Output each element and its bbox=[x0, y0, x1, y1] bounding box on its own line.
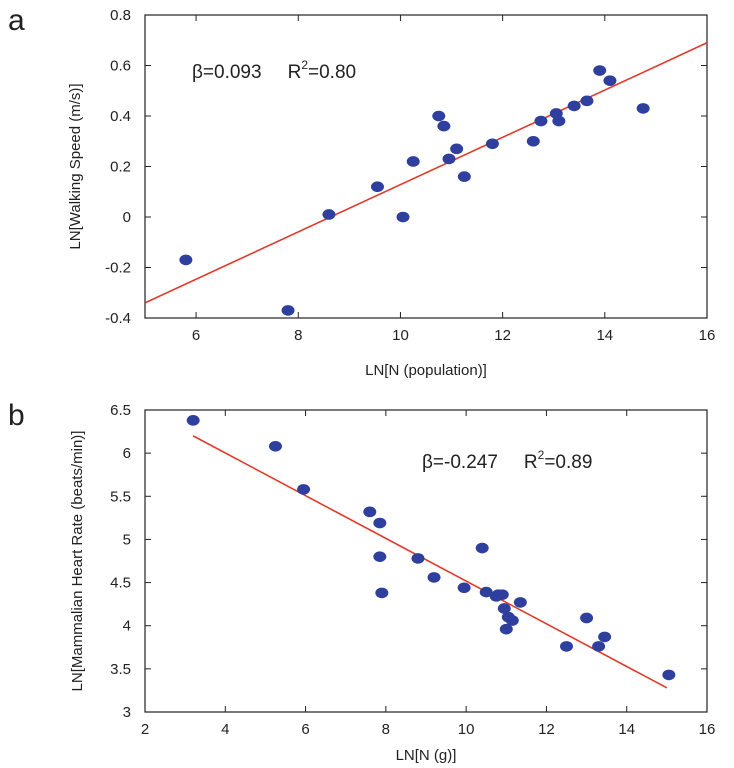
x-tick-label: 16 bbox=[699, 327, 716, 344]
data-point bbox=[495, 589, 509, 600]
y-tick-label: -0.4 bbox=[105, 310, 131, 327]
y-tick-label: 5.5 bbox=[110, 488, 131, 505]
fit-line bbox=[145, 42, 707, 304]
data-point bbox=[598, 631, 612, 643]
r2-value: =0.80 bbox=[308, 62, 356, 83]
data-point bbox=[186, 415, 200, 426]
data-point bbox=[603, 75, 617, 86]
data-point bbox=[297, 484, 311, 495]
r2-label: R bbox=[288, 62, 302, 83]
y-tick-label: 4 bbox=[123, 618, 131, 635]
data-point bbox=[567, 100, 581, 112]
y-tick-label: 0.4 bbox=[110, 108, 131, 125]
x-tick-label: 12 bbox=[538, 721, 555, 738]
data-point bbox=[268, 440, 282, 452]
data-point bbox=[322, 209, 336, 220]
x-tick-label: 4 bbox=[221, 721, 229, 738]
data-point bbox=[552, 115, 566, 127]
y-tick-label: 0.2 bbox=[110, 159, 131, 176]
plot-frame bbox=[144, 14, 708, 319]
data-point bbox=[497, 603, 511, 614]
fit-line bbox=[192, 435, 668, 689]
data-point bbox=[475, 542, 489, 554]
data-point bbox=[281, 305, 295, 316]
fit-annotation: β=0.093 R2=0.80 bbox=[192, 58, 356, 83]
y-tick-label: 6 bbox=[123, 445, 131, 462]
data-point bbox=[505, 615, 519, 626]
r2-superscript: 2 bbox=[301, 58, 308, 72]
data-point bbox=[479, 586, 493, 598]
y-tick-label: 6.5 bbox=[110, 402, 131, 419]
beta-value: β=0.093 bbox=[192, 62, 262, 83]
data-point bbox=[373, 551, 387, 562]
data-point bbox=[485, 138, 499, 150]
data-point bbox=[457, 582, 471, 594]
y-axis-label: LN[Walking Speed (m/s)] bbox=[67, 83, 84, 249]
data-point bbox=[406, 156, 420, 167]
data-point bbox=[396, 211, 410, 223]
y-tick-label: 0.6 bbox=[110, 58, 131, 75]
x-axis-label: LN[N (population)] bbox=[365, 362, 487, 379]
y-tick-label: 5 bbox=[123, 531, 131, 548]
data-point bbox=[432, 110, 446, 122]
data-point bbox=[442, 153, 456, 165]
y-axis-label: LN[Mammalian Heart Rate (beats/min)] bbox=[69, 431, 86, 692]
beta-value: β=-0.247 bbox=[422, 452, 498, 473]
data-point bbox=[450, 143, 464, 155]
y-tick-label: 0 bbox=[123, 209, 131, 226]
r2-label: R bbox=[524, 452, 538, 473]
y-tick-label: -0.2 bbox=[105, 260, 131, 277]
fit-annotation: β=-0.247 R2=0.89 bbox=[422, 448, 592, 473]
plot-area bbox=[145, 42, 707, 316]
panel-letter: b bbox=[8, 399, 25, 432]
data-point bbox=[363, 506, 377, 518]
data-point bbox=[526, 135, 540, 147]
x-tick-label: 10 bbox=[458, 721, 475, 738]
panel-a: a 6 8 10 12 14 16 -0.4 -0.2 0 0.2 0.4 0.6 0.8 LN[N (po… bbox=[8, 4, 715, 379]
x-tick-label: 6 bbox=[192, 327, 200, 344]
r2-value: =0.89 bbox=[544, 452, 592, 473]
x-tick-label: 10 bbox=[392, 327, 409, 344]
data-point bbox=[593, 65, 607, 76]
data-point bbox=[457, 171, 471, 182]
data-point bbox=[375, 587, 389, 599]
data-point bbox=[427, 572, 441, 583]
x-tick-label: 14 bbox=[618, 721, 635, 738]
data-point bbox=[580, 95, 594, 107]
data-point bbox=[513, 597, 527, 608]
data-point bbox=[662, 669, 676, 681]
x-tick-label: 14 bbox=[596, 327, 613, 344]
data-point bbox=[370, 181, 384, 192]
x-tick-label: 2 bbox=[141, 721, 149, 738]
data-point bbox=[636, 103, 650, 114]
x-tick-label: 8 bbox=[382, 721, 390, 738]
x-axis-label: LN[N (g)] bbox=[396, 747, 457, 764]
data-point bbox=[411, 553, 425, 564]
plot-frame bbox=[144, 409, 708, 713]
r2-superscript: 2 bbox=[538, 448, 545, 462]
data-point bbox=[179, 254, 193, 266]
y-tick-label: 3.5 bbox=[110, 661, 131, 678]
x-tick-label: 6 bbox=[301, 721, 309, 738]
y-tick-label: 4.5 bbox=[110, 575, 131, 592]
y-tick-label: 3 bbox=[123, 704, 131, 721]
x-tick-label: 12 bbox=[494, 327, 511, 344]
x-tick-label: 16 bbox=[699, 721, 716, 738]
data-point bbox=[580, 612, 594, 624]
data-point bbox=[534, 115, 548, 127]
data-point bbox=[560, 641, 573, 652]
data-point bbox=[499, 623, 513, 635]
data-point bbox=[437, 120, 451, 132]
data-point bbox=[373, 517, 387, 529]
x-tick-label: 8 bbox=[294, 327, 302, 344]
y-tick-label: 0.8 bbox=[110, 7, 131, 24]
panel-letter: a bbox=[8, 4, 25, 37]
plot-area bbox=[186, 415, 676, 689]
data-point bbox=[592, 641, 606, 652]
panel-b: b 2 4 6 8 10 12 14 16 3 3.5 4 4.5 5 5.5 6 6.5 LN[N (g)] LN… bbox=[8, 399, 715, 764]
